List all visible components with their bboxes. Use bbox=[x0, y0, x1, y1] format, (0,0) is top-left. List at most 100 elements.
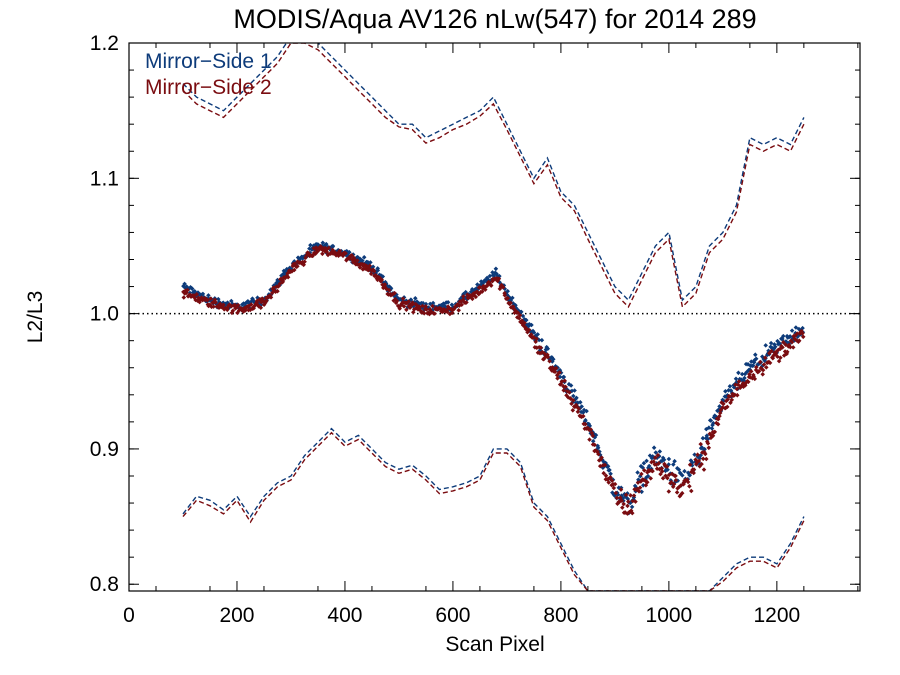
series-1-point bbox=[324, 241, 329, 247]
series-2-point bbox=[397, 306, 402, 311]
series-2-point bbox=[648, 476, 653, 481]
series-2-point bbox=[637, 485, 643, 490]
series-2-point bbox=[631, 493, 637, 498]
series-2-point bbox=[432, 311, 437, 316]
series-2-point bbox=[285, 274, 291, 280]
series-2-point bbox=[445, 309, 450, 315]
series-2-point bbox=[717, 410, 723, 416]
series-2-point bbox=[715, 421, 721, 427]
series-2-point bbox=[695, 452, 700, 457]
series-1-point bbox=[360, 258, 365, 263]
series-2-point bbox=[603, 473, 609, 478]
series-2-point bbox=[596, 451, 601, 457]
x-tick-label: 1200 bbox=[753, 604, 800, 627]
series-2-point bbox=[669, 479, 674, 485]
series-1-point bbox=[535, 332, 540, 337]
series-2-point bbox=[606, 480, 611, 485]
series-1-point bbox=[551, 356, 556, 362]
series-2-point bbox=[762, 355, 768, 360]
series-2-point bbox=[733, 382, 738, 387]
series-2-point bbox=[717, 413, 722, 419]
series-1-point bbox=[709, 426, 715, 431]
series-2-point bbox=[555, 376, 560, 381]
series-1-point bbox=[531, 330, 537, 335]
series-2-point bbox=[780, 345, 785, 350]
series-2-point bbox=[769, 348, 774, 354]
x-tick-label: 800 bbox=[543, 604, 578, 627]
series-1-point bbox=[700, 435, 706, 441]
y-tick-label: 1.1 bbox=[90, 167, 119, 190]
series-2-point bbox=[477, 285, 483, 290]
series-1-point bbox=[672, 458, 677, 464]
series-2-point bbox=[760, 367, 766, 373]
series-1-point bbox=[608, 471, 613, 477]
series-2-point bbox=[386, 287, 392, 293]
series-2-point bbox=[557, 370, 562, 375]
series-2-point bbox=[790, 345, 796, 350]
series-2-point bbox=[567, 390, 572, 395]
series-2-point bbox=[653, 455, 658, 460]
series-2-point bbox=[781, 340, 786, 345]
series-2-point bbox=[796, 338, 802, 343]
series-2-point bbox=[581, 413, 586, 419]
series-2-point bbox=[633, 499, 638, 504]
series-2-point bbox=[382, 282, 388, 287]
series-2-point bbox=[392, 290, 397, 296]
series-2-point bbox=[280, 278, 286, 284]
series-2-point bbox=[736, 379, 742, 384]
series-1-point bbox=[768, 340, 774, 346]
series-2-point bbox=[700, 456, 706, 462]
series-2-point bbox=[355, 258, 360, 263]
series-1-point bbox=[702, 446, 707, 452]
series-2-point bbox=[710, 433, 716, 439]
series-1-point bbox=[578, 400, 583, 405]
series-1-point bbox=[742, 375, 747, 381]
series-2-point bbox=[563, 384, 568, 390]
series-2-point bbox=[326, 245, 332, 251]
series-2-point bbox=[500, 285, 506, 290]
series-1-point bbox=[561, 374, 567, 380]
series-2-point bbox=[569, 401, 574, 406]
series-2-point bbox=[371, 268, 377, 274]
series-2-point bbox=[406, 299, 411, 304]
series-2-point bbox=[587, 437, 592, 442]
series-2-point bbox=[337, 248, 343, 254]
series-2-point bbox=[570, 408, 576, 413]
series-2-point bbox=[664, 464, 670, 469]
series-1-point bbox=[789, 328, 795, 333]
series-2-point bbox=[800, 331, 805, 336]
series-2-point bbox=[496, 276, 502, 281]
series-2-point bbox=[785, 349, 790, 355]
series-2-point bbox=[703, 451, 708, 457]
series-2-point bbox=[461, 294, 466, 299]
series-2-point bbox=[618, 487, 624, 492]
series-2-point bbox=[420, 303, 425, 309]
series-2-point bbox=[621, 501, 626, 507]
series-2-lower-bound-line bbox=[182, 431, 805, 591]
series-2-point bbox=[699, 461, 704, 467]
series-1-point bbox=[781, 333, 786, 339]
series-1-point bbox=[708, 418, 714, 423]
series-2-point bbox=[292, 267, 297, 273]
series-1-point bbox=[682, 468, 687, 474]
series-2-point bbox=[404, 307, 409, 312]
series-2-point bbox=[625, 503, 630, 509]
series-2-point bbox=[704, 456, 709, 462]
series-2-point bbox=[748, 369, 754, 374]
series-2-point bbox=[505, 295, 511, 301]
series-2-point bbox=[590, 433, 596, 439]
series-2-point bbox=[611, 485, 617, 491]
series-1-point bbox=[727, 384, 733, 389]
series-2 bbox=[181, 43, 806, 591]
series-2-point bbox=[547, 358, 552, 364]
series-2-point bbox=[552, 369, 558, 375]
series-2-point bbox=[729, 397, 735, 403]
series-2-point bbox=[515, 310, 521, 315]
series-2-point bbox=[626, 499, 631, 504]
series-2-point bbox=[616, 500, 622, 505]
series-2-point bbox=[295, 264, 300, 269]
y-tick-label: 0.8 bbox=[90, 573, 119, 596]
series-2-point bbox=[754, 364, 759, 370]
series-2-point bbox=[367, 263, 372, 269]
